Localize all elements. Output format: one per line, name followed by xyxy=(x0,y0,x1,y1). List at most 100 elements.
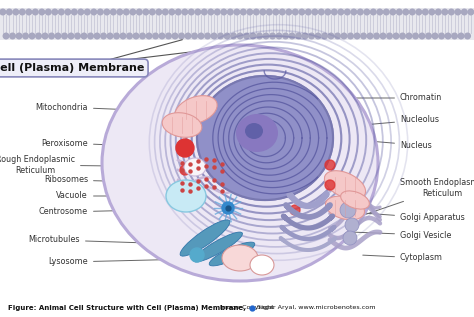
Circle shape xyxy=(325,180,335,190)
Circle shape xyxy=(306,9,311,15)
Circle shape xyxy=(439,33,444,39)
Circle shape xyxy=(455,9,461,15)
Text: Mitochondria: Mitochondria xyxy=(36,102,182,112)
Circle shape xyxy=(335,33,340,39)
Ellipse shape xyxy=(250,255,274,275)
Circle shape xyxy=(387,33,392,39)
Text: Golgi Vesicle: Golgi Vesicle xyxy=(353,230,451,240)
Circle shape xyxy=(325,160,335,170)
Circle shape xyxy=(348,33,353,39)
Circle shape xyxy=(114,33,119,39)
Circle shape xyxy=(140,33,146,39)
Text: Smooth Endoplasmic
Reticulum: Smooth Endoplasmic Reticulum xyxy=(357,178,474,217)
Circle shape xyxy=(19,9,25,15)
Circle shape xyxy=(195,9,201,15)
Circle shape xyxy=(208,9,214,15)
Circle shape xyxy=(179,33,184,39)
Circle shape xyxy=(351,9,356,15)
Circle shape xyxy=(190,248,204,262)
Circle shape xyxy=(312,9,318,15)
Circle shape xyxy=(180,185,190,195)
Circle shape xyxy=(247,9,253,15)
Circle shape xyxy=(78,9,83,15)
Ellipse shape xyxy=(326,196,365,220)
Circle shape xyxy=(263,33,269,39)
Circle shape xyxy=(101,33,106,39)
Circle shape xyxy=(448,9,454,15)
Circle shape xyxy=(309,33,314,39)
Circle shape xyxy=(361,33,366,39)
Circle shape xyxy=(390,9,396,15)
Circle shape xyxy=(72,9,77,15)
Circle shape xyxy=(39,9,45,15)
Circle shape xyxy=(117,9,123,15)
Circle shape xyxy=(26,9,32,15)
Text: Chromatin: Chromatin xyxy=(298,94,442,102)
Text: Centrosome: Centrosome xyxy=(39,208,225,217)
Text: Cell (Plasma) Membrane: Cell (Plasma) Membrane xyxy=(0,63,144,73)
Circle shape xyxy=(403,9,409,15)
Circle shape xyxy=(319,9,324,15)
Circle shape xyxy=(91,9,97,15)
Circle shape xyxy=(234,9,239,15)
Circle shape xyxy=(299,9,305,15)
Ellipse shape xyxy=(222,245,258,271)
Ellipse shape xyxy=(245,123,263,139)
Circle shape xyxy=(393,33,399,39)
Circle shape xyxy=(180,165,190,175)
Circle shape xyxy=(205,33,210,39)
Circle shape xyxy=(65,9,71,15)
Circle shape xyxy=(429,9,435,15)
Circle shape xyxy=(49,33,55,39)
Circle shape xyxy=(273,9,279,15)
Circle shape xyxy=(345,9,350,15)
Circle shape xyxy=(55,33,61,39)
Circle shape xyxy=(240,9,246,15)
Circle shape xyxy=(62,33,67,39)
Circle shape xyxy=(176,139,194,157)
Circle shape xyxy=(328,33,334,39)
Circle shape xyxy=(159,33,165,39)
Circle shape xyxy=(127,33,132,39)
Circle shape xyxy=(110,9,116,15)
Ellipse shape xyxy=(236,114,278,152)
Circle shape xyxy=(257,33,262,39)
Ellipse shape xyxy=(197,76,333,200)
Circle shape xyxy=(380,33,386,39)
Circle shape xyxy=(33,9,38,15)
Circle shape xyxy=(149,9,155,15)
Circle shape xyxy=(452,33,457,39)
Text: Sagar Aryal, www.microbenotes.com: Sagar Aryal, www.microbenotes.com xyxy=(255,306,375,310)
Circle shape xyxy=(296,33,301,39)
Circle shape xyxy=(331,9,337,15)
Circle shape xyxy=(416,9,421,15)
Ellipse shape xyxy=(180,220,230,256)
Circle shape xyxy=(280,9,285,15)
Circle shape xyxy=(133,33,139,39)
Ellipse shape xyxy=(166,180,206,212)
Circle shape xyxy=(468,9,474,15)
Circle shape xyxy=(7,9,12,15)
Circle shape xyxy=(3,33,9,39)
Circle shape xyxy=(357,9,363,15)
Text: Nucleolus: Nucleolus xyxy=(275,115,439,133)
Text: Lysosome: Lysosome xyxy=(48,257,232,267)
Circle shape xyxy=(228,9,233,15)
Text: Golgi Apparatus: Golgi Apparatus xyxy=(351,212,465,223)
Circle shape xyxy=(260,9,265,15)
Circle shape xyxy=(224,33,230,39)
Circle shape xyxy=(377,9,383,15)
Circle shape xyxy=(419,33,425,39)
Circle shape xyxy=(104,9,109,15)
Circle shape xyxy=(266,9,272,15)
Circle shape xyxy=(400,33,405,39)
Circle shape xyxy=(367,33,373,39)
Circle shape xyxy=(354,33,360,39)
Circle shape xyxy=(254,9,259,15)
Circle shape xyxy=(169,9,174,15)
Circle shape xyxy=(270,33,275,39)
Circle shape xyxy=(0,9,6,15)
Circle shape xyxy=(422,9,428,15)
Circle shape xyxy=(315,33,321,39)
Circle shape xyxy=(406,33,412,39)
